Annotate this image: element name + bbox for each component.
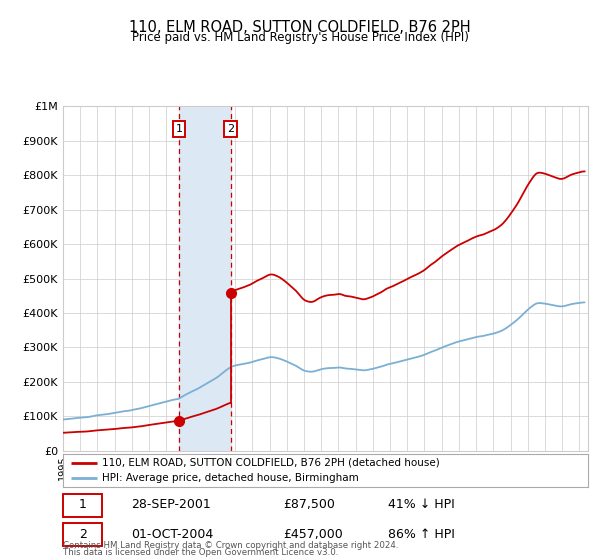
Text: 1: 1 bbox=[176, 124, 182, 134]
Text: 41% ↓ HPI: 41% ↓ HPI bbox=[389, 498, 455, 511]
Text: 2: 2 bbox=[227, 124, 235, 134]
Text: £87,500: £87,500 bbox=[284, 498, 335, 511]
FancyBboxPatch shape bbox=[63, 523, 103, 547]
Text: 01-OCT-2004: 01-OCT-2004 bbox=[131, 528, 214, 540]
Text: Price paid vs. HM Land Registry's House Price Index (HPI): Price paid vs. HM Land Registry's House … bbox=[131, 31, 469, 44]
Text: 1: 1 bbox=[79, 498, 86, 511]
Text: 110, ELM ROAD, SUTTON COLDFIELD, B76 2PH: 110, ELM ROAD, SUTTON COLDFIELD, B76 2PH bbox=[129, 20, 471, 35]
Text: Contains HM Land Registry data © Crown copyright and database right 2024.: Contains HM Land Registry data © Crown c… bbox=[63, 541, 398, 550]
FancyBboxPatch shape bbox=[63, 493, 103, 517]
Bar bbox=[179, 106, 231, 451]
Text: 28-SEP-2001: 28-SEP-2001 bbox=[131, 498, 211, 511]
Text: 110, ELM ROAD, SUTTON COLDFIELD, B76 2PH (detached house): 110, ELM ROAD, SUTTON COLDFIELD, B76 2PH… bbox=[103, 458, 440, 468]
Text: 86% ↑ HPI: 86% ↑ HPI bbox=[389, 528, 455, 540]
Text: £457,000: £457,000 bbox=[284, 528, 343, 540]
Text: HPI: Average price, detached house, Birmingham: HPI: Average price, detached house, Birm… bbox=[103, 473, 359, 483]
Text: This data is licensed under the Open Government Licence v3.0.: This data is licensed under the Open Gov… bbox=[63, 548, 338, 557]
Text: 2: 2 bbox=[79, 528, 86, 540]
